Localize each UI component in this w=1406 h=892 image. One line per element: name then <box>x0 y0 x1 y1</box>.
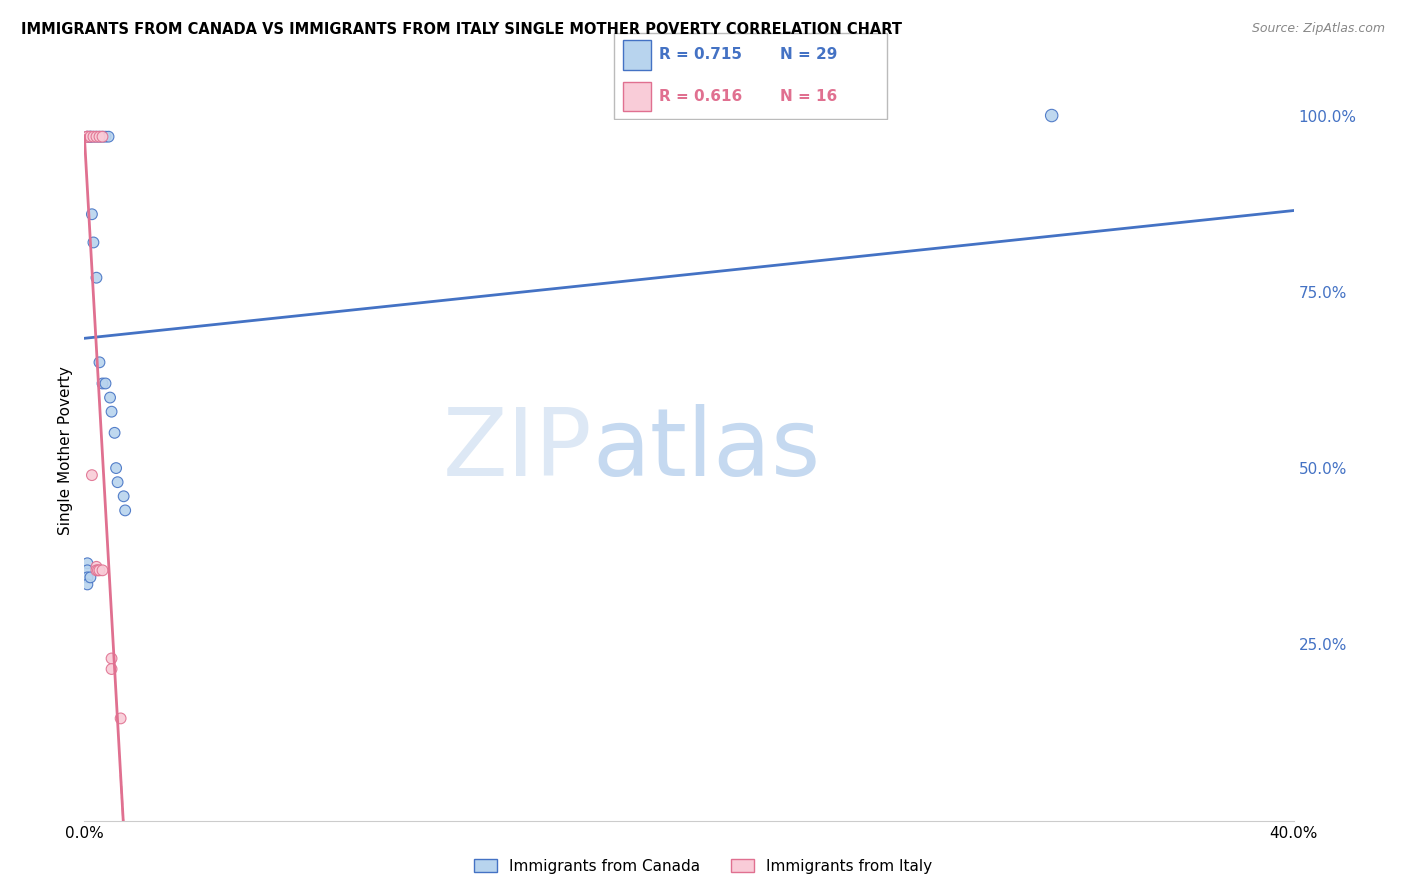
Text: Source: ZipAtlas.com: Source: ZipAtlas.com <box>1251 22 1385 36</box>
Point <box>76 577 98 591</box>
Point <box>76 570 98 584</box>
FancyBboxPatch shape <box>614 33 887 119</box>
Point <box>76 129 98 144</box>
Point <box>87 563 110 577</box>
Point <box>76 556 98 570</box>
Point <box>86 129 108 144</box>
Point <box>107 475 129 490</box>
Text: ZIP: ZIP <box>443 404 592 497</box>
Point <box>82 129 104 144</box>
Point <box>100 405 122 419</box>
Point <box>80 468 103 483</box>
Point <box>98 391 121 405</box>
Point <box>79 570 101 584</box>
Point <box>82 129 104 144</box>
Point <box>1040 109 1063 123</box>
Point <box>76 129 98 144</box>
Point <box>79 129 101 144</box>
Text: atlas: atlas <box>592 404 821 497</box>
Point <box>91 563 114 577</box>
Point <box>86 270 108 285</box>
FancyBboxPatch shape <box>623 82 651 112</box>
Point <box>86 129 108 144</box>
Legend: Immigrants from Canada, Immigrants from Italy: Immigrants from Canada, Immigrants from … <box>468 853 938 880</box>
Point <box>91 129 114 144</box>
Text: R = 0.715: R = 0.715 <box>659 47 742 62</box>
Point <box>91 129 114 144</box>
Point <box>89 129 111 144</box>
Text: IMMIGRANTS FROM CANADA VS IMMIGRANTS FROM ITALY SINGLE MOTHER POVERTY CORRELATIO: IMMIGRANTS FROM CANADA VS IMMIGRANTS FRO… <box>21 22 903 37</box>
Point <box>82 235 104 250</box>
Text: N = 29: N = 29 <box>780 47 838 62</box>
Point <box>114 503 136 517</box>
FancyBboxPatch shape <box>623 40 651 70</box>
Point <box>79 129 101 144</box>
Point <box>89 355 111 369</box>
Point <box>104 425 127 440</box>
Point <box>89 129 111 144</box>
Point <box>100 662 122 676</box>
Point <box>94 376 117 391</box>
Point <box>105 461 128 475</box>
Point <box>97 129 120 144</box>
Point <box>86 559 108 574</box>
Point <box>76 563 98 577</box>
Point <box>79 129 101 144</box>
Point <box>100 651 122 665</box>
Point <box>86 563 108 577</box>
Point <box>112 489 135 503</box>
Point <box>110 711 132 725</box>
Point <box>80 207 103 221</box>
Point <box>76 129 98 144</box>
Y-axis label: Single Mother Poverty: Single Mother Poverty <box>58 366 73 535</box>
Point <box>94 129 117 144</box>
Point <box>89 563 111 577</box>
Text: R = 0.616: R = 0.616 <box>659 89 742 103</box>
Text: N = 16: N = 16 <box>780 89 838 103</box>
Point <box>91 376 114 391</box>
